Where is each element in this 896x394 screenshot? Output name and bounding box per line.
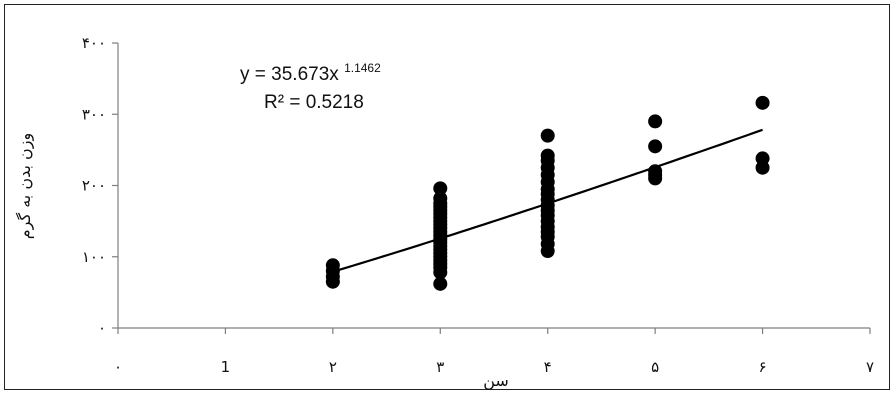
- y-tick-label: ۱۰۰: [82, 248, 106, 266]
- x-tick-label: 1: [221, 358, 231, 376]
- x-tick-label: ۲: [329, 358, 337, 376]
- trendline: [332, 128, 763, 273]
- axes: [117, 43, 870, 329]
- y-tick-label: ۴۰۰: [82, 34, 106, 52]
- data-point: [433, 276, 448, 291]
- y-tick-label: ۰: [98, 319, 106, 337]
- data-point: [648, 114, 663, 129]
- data-point: [325, 258, 340, 273]
- x-tick-label: ۰: [114, 358, 122, 376]
- x-axis-label: سن: [483, 371, 509, 391]
- y-tick-label: ۳۰۰: [82, 105, 106, 123]
- ticks: ۰ 1 ۲ ۳ ۴ ۵ ۶ ۷ ۰ ۱۰۰ ۲۰۰ ۳۰۰ ۴۰۰: [82, 34, 874, 376]
- x-tick-label: ۶: [759, 358, 767, 376]
- data-point: [755, 151, 770, 166]
- x-tick-label: ۷: [866, 358, 874, 376]
- data-points: [325, 95, 770, 291]
- r-squared-label: R² = 0.5218: [264, 92, 364, 113]
- data-point: [433, 181, 448, 196]
- y-axis-label: وزن بدن به گرم: [15, 133, 35, 239]
- data-point: [755, 95, 770, 110]
- x-tick-label: ۵: [651, 358, 659, 376]
- data-point: [648, 139, 663, 154]
- x-tick-label: ۴: [544, 358, 552, 376]
- data-point: [540, 148, 555, 163]
- trendline-group: [332, 128, 763, 273]
- y-tick-label: ۲۰۰: [82, 177, 106, 195]
- data-point: [433, 191, 448, 206]
- data-point: [540, 128, 555, 143]
- x-tick-label: ۳: [436, 358, 444, 376]
- equation-label: y = 35.673x 1.1462: [240, 61, 381, 85]
